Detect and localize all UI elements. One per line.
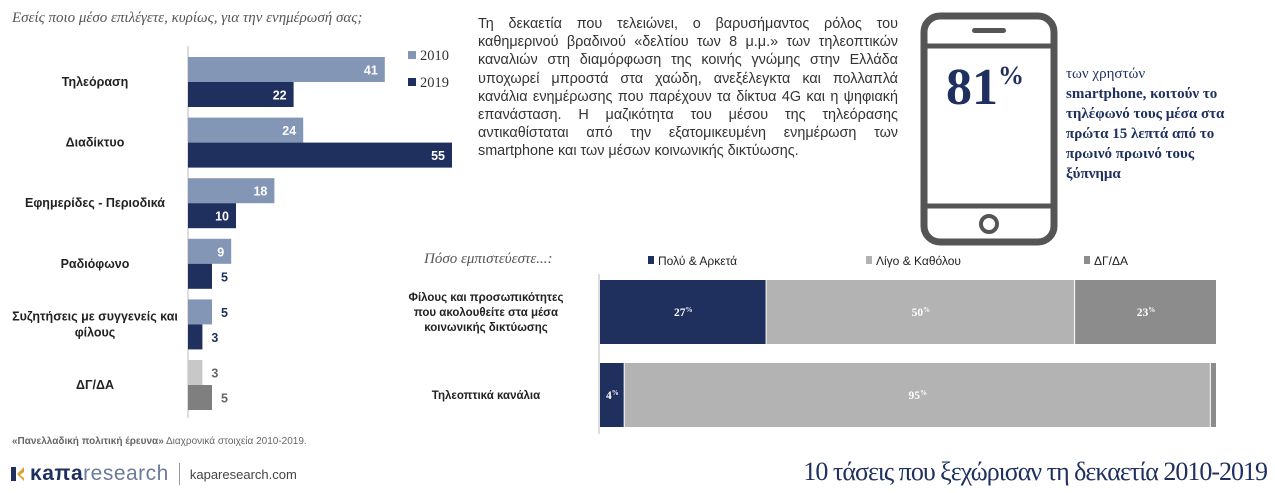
category-label: Συζητήσεις με συγγενείς και φίλους xyxy=(12,309,178,339)
left-question: Εσείς ποιο μέσο επιλέγετε, κυρίως, για τ… xyxy=(12,10,363,26)
legend-swatch xyxy=(1084,256,1090,264)
trust-chart: Πολύ & Αρκετά Λίγο & Καθόλου ΔΓ/ΔΑ Φίλους κ… xyxy=(409,254,1216,434)
category-label: Τηλεοπτικά κανάλια xyxy=(432,390,540,402)
segment-value-label: 95% xyxy=(909,389,928,402)
smartphone-icon xyxy=(920,12,1058,246)
bar-2010 xyxy=(188,238,232,264)
footnote-bold: «Πανελλαδική πολιτική έρευνα» xyxy=(12,436,164,447)
kapa-logo-icon xyxy=(11,467,24,481)
legend-label-2019: 2019 xyxy=(420,75,449,91)
bar-value-label: 24 xyxy=(282,124,296,138)
segment-0 xyxy=(600,280,766,344)
logo-research: research xyxy=(83,462,169,485)
trust-question: Πόσο εμπιστεύεστε...: xyxy=(424,251,553,267)
category-label: ΔΓ/ΔΑ xyxy=(76,378,114,392)
legend-label: Πολύ & Αρκετά xyxy=(658,254,737,268)
stat-caption-line1: των χρηστών xyxy=(1066,66,1146,82)
logo-brand: κaπaresearch xyxy=(30,462,169,486)
segment-1 xyxy=(624,363,1210,427)
bar-2010 xyxy=(188,117,304,143)
segment-value-label: 50% xyxy=(912,306,931,319)
stat-value: 81 xyxy=(946,59,998,116)
bar-value-label: 9 xyxy=(217,245,224,259)
legend-label: ΔΓ/ΔΑ xyxy=(1094,254,1128,268)
page-title: 10 τάσεις που ξεχώρισαν τη δεκαετία 2010… xyxy=(803,457,1268,486)
category-label: Ραδιόφωνο xyxy=(61,257,130,271)
logo: κaπaresearch kaparesearch.com xyxy=(10,462,297,486)
category-label: Φίλους και προσωπικότητες που ακολουθείτε… xyxy=(409,292,564,334)
legend-label: Λίγο & Καθόλου xyxy=(876,254,961,268)
legend-swatch-2010 xyxy=(408,51,416,59)
category-label: Εφημερίδες - Περιοδικά xyxy=(25,196,165,210)
logo-separator xyxy=(178,463,180,485)
category-label: Διαδίκτυο xyxy=(66,136,125,150)
logo-website: kaparesearch.com xyxy=(189,466,297,482)
bar-2019 xyxy=(188,385,212,410)
footnote-rest: Διαχρονικά στοιχεία 2010-2019. xyxy=(163,436,307,447)
segment-value-label: 27% xyxy=(674,306,693,319)
bar-2019 xyxy=(188,142,452,168)
bar-value-label: 10 xyxy=(215,210,229,224)
category-label: Τηλεόραση xyxy=(62,75,128,89)
bar-value-label: 3 xyxy=(211,331,218,345)
bar-value-label: 3 xyxy=(211,367,218,381)
segment-2 xyxy=(1075,280,1216,344)
stat-caption: των χρηστών smartphone, κοιτούν το τηλέφ… xyxy=(1066,64,1246,184)
bar-2019 xyxy=(188,82,294,107)
stat-caption-rest: smartphone, κοιτούν το τηλέφωνό τους μέσ… xyxy=(1066,86,1225,182)
segment-2 xyxy=(1210,363,1216,427)
segment-value-label: 23% xyxy=(1137,306,1156,319)
bar-2019 xyxy=(188,203,236,229)
bar-value-label: 5 xyxy=(221,392,228,406)
legend-swatch xyxy=(648,256,654,264)
bar-2010 xyxy=(188,57,385,82)
bar-2010 xyxy=(188,360,203,385)
legend-swatch-2019 xyxy=(408,78,416,86)
legend-label-2010: 2010 xyxy=(420,48,449,64)
segment-0 xyxy=(600,363,624,427)
bar-value-label: 18 xyxy=(253,185,267,199)
footnote: «Πανελλαδική πολιτική έρευνα» Διαχρονικά… xyxy=(12,436,307,447)
bar-2010 xyxy=(188,178,275,204)
bar-value-label: 55 xyxy=(431,149,445,163)
bar-2010 xyxy=(188,299,212,325)
stat-unit: % xyxy=(998,61,1024,90)
bar-value-label: 5 xyxy=(221,306,228,320)
legend-swatch xyxy=(866,256,872,264)
logo-kapa: κaπa xyxy=(30,462,84,485)
bar-value-label: 41 xyxy=(364,64,378,78)
segment-value-label: 4% xyxy=(606,389,619,402)
bar-value-label: 5 xyxy=(221,270,228,284)
bar-value-label: 22 xyxy=(273,89,287,103)
stat-percentage: 81% xyxy=(946,58,1024,117)
segment-1 xyxy=(766,280,1075,344)
bar-2019 xyxy=(188,324,203,350)
body-paragraph: Τη δεκαετία που τελειώνει, ο βαρυσήμαντο… xyxy=(478,16,898,160)
bar-2019 xyxy=(188,263,212,289)
